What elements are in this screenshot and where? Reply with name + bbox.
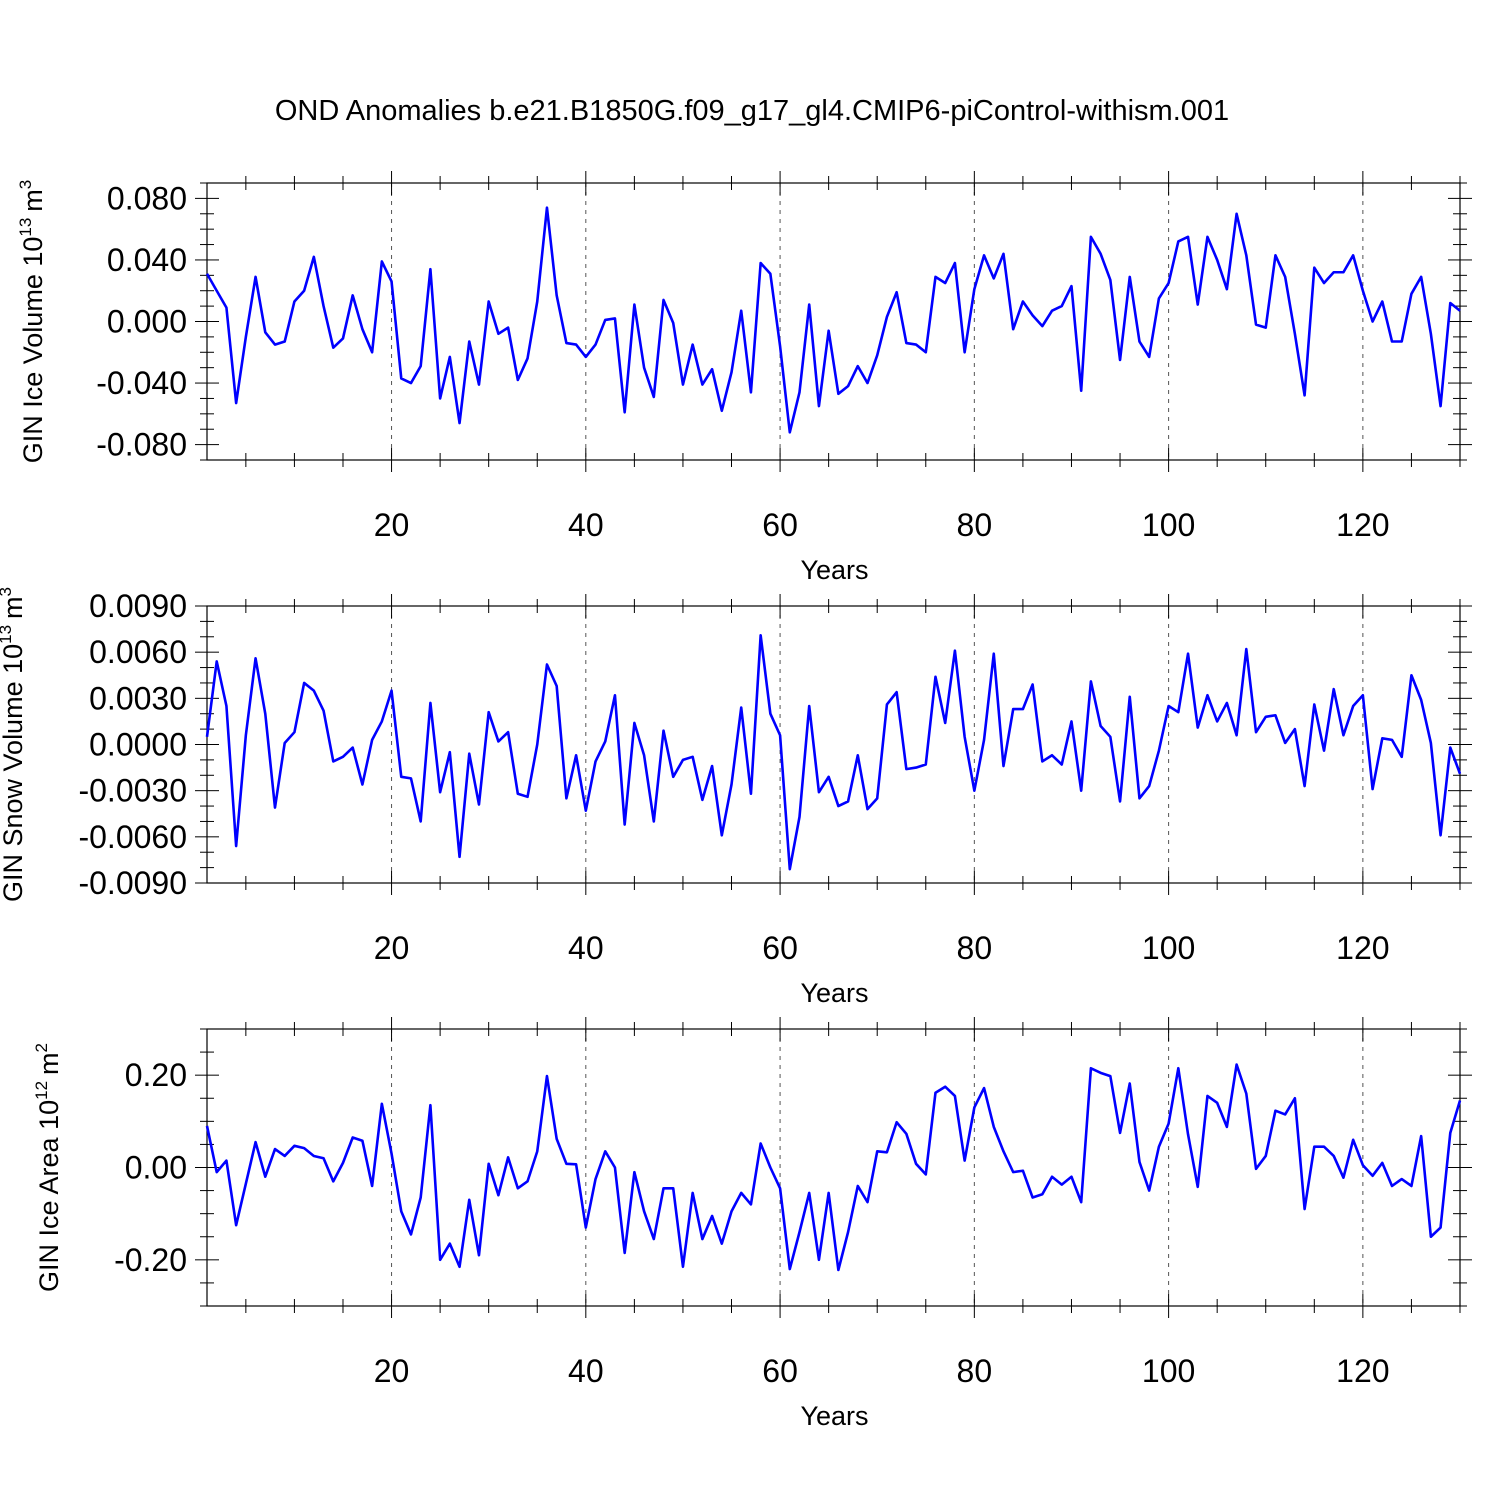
x-tick-label: 80 (957, 1353, 993, 1389)
y-tick-label: -0.040 (96, 365, 187, 401)
y-axis-title: GIN Ice Volume 1013 m3 (16, 180, 48, 464)
x-tick-label: 20 (374, 507, 410, 543)
x-tick-label: 100 (1142, 1353, 1195, 1389)
panel-2: -0.0090 -0.0060 -0.0030 0.0000 0.0030 0.0060 0… (0, 587, 1472, 1008)
y-axis-title-unit-exponent: 2 (32, 1043, 51, 1052)
y-axis-title: GIN Ice Area 1012 m2 (32, 1043, 64, 1292)
y-axis-title-unit: m (0, 596, 28, 619)
x-axis-title: Years (800, 555, 868, 585)
y-axis-title-text: GIN Ice Area 10 (34, 1100, 64, 1292)
x-tick-label: 40 (568, 930, 604, 966)
x-axis-title: Years (800, 978, 868, 1008)
y-axis-title-unit: m (18, 189, 48, 212)
series-line (205, 1063, 1462, 1272)
y-tick-label: -0.0090 (78, 865, 187, 901)
panel-3: -0.20 0.00 0.20 20 40 60 80 100 120 Years GIN Ice … (32, 1017, 1472, 1431)
x-tick-label: 40 (568, 1353, 604, 1389)
x-tick-label: 60 (762, 507, 798, 543)
x-tick-label: 20 (374, 930, 410, 966)
y-tick-label: 0.0090 (89, 588, 187, 624)
x-tick-label: 120 (1336, 507, 1389, 543)
y-axis-title-unit-exponent: 3 (0, 587, 15, 596)
y-axis-title-exponent: 13 (0, 625, 15, 644)
x-tick-label: 80 (957, 507, 993, 543)
x-tick-label: 100 (1142, 507, 1195, 543)
series-line (205, 633, 1462, 871)
series-line (205, 206, 1461, 434)
x-tick-label: 60 (762, 1353, 798, 1389)
panel-1: -0.080 -0.040 0.000 0.040 0.080 20 40 60 80 100 12… (16, 171, 1472, 585)
y-tick-label: 0.040 (107, 242, 187, 278)
y-axis-title-exponent: 13 (16, 218, 35, 237)
x-tick-label: 80 (957, 930, 993, 966)
y-axis-title-text: GIN Ice Volume 10 (18, 237, 48, 464)
x-tick-label: 40 (568, 507, 604, 543)
y-axis-title-text: GIN Snow Volume 10 (0, 644, 28, 902)
y-tick-label: 0.080 (107, 180, 187, 216)
y-tick-label: -0.20 (114, 1242, 187, 1278)
y-tick-label: -0.0030 (78, 773, 187, 809)
x-tick-label: 120 (1336, 930, 1389, 966)
y-tick-label: 0.00 (125, 1150, 187, 1186)
x-tick-label: 100 (1142, 930, 1195, 966)
y-tick-label: 0.20 (125, 1057, 187, 1093)
y-tick-label: 0.0030 (89, 680, 187, 716)
y-tick-label: -0.0060 (78, 819, 187, 855)
y-axis-title-unit: m (34, 1052, 64, 1075)
y-axis-title-exponent: 12 (32, 1081, 51, 1100)
x-tick-label: 120 (1336, 1353, 1389, 1389)
x-tick-label: 20 (374, 1353, 410, 1389)
y-axis-title-unit-exponent: 3 (16, 180, 35, 189)
figure-title: OND Anomalies b.e21.B1850G.f09_g17_gl4.C… (275, 95, 1229, 127)
y-tick-label: 0.0000 (89, 727, 187, 763)
y-tick-label: 0.000 (107, 304, 187, 340)
y-tick-label: 0.0060 (89, 634, 187, 670)
y-tick-label: -0.080 (96, 427, 187, 463)
y-axis-title: GIN Snow Volume 1013 m3 (0, 587, 28, 902)
x-axis-title: Years (800, 1401, 868, 1431)
x-tick-label: 60 (762, 930, 798, 966)
plot-frame (206, 605, 1461, 884)
